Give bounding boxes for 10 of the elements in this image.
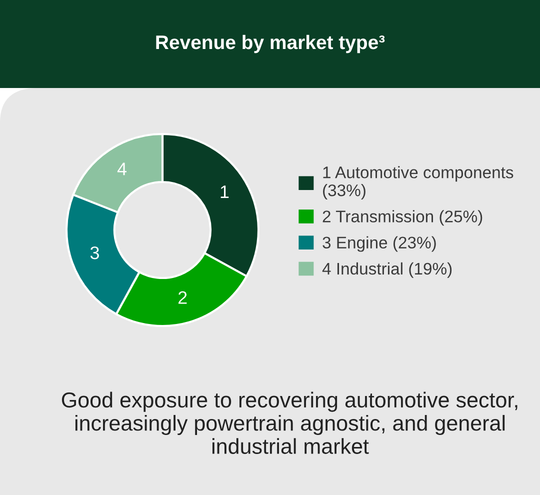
text: 4 <box>117 162 127 176</box>
text: 1 <box>220 186 229 198</box>
legend-label: 2 Transmission (25%) <box>322 210 482 226</box>
text: Good exposure to recovering automotive sector, increasingly powertrain agnostic, and general industrial market <box>62 392 518 454</box>
legend-label: 1 Automotive components (33%) <box>323 166 514 200</box>
text: 2 <box>178 291 187 304</box>
chart-title: Revenue by market type³ <box>156 34 385 54</box>
text: 3 <box>90 246 99 260</box>
legend-label: 4 Industrial (19%) <box>322 262 452 278</box>
legend-label: 3 Engine (23%) <box>322 236 436 252</box>
